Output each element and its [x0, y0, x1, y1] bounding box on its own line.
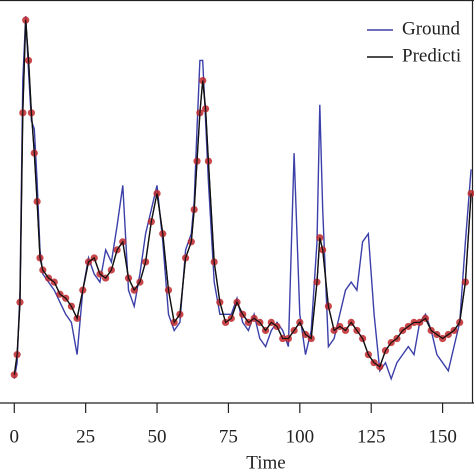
x-tick-label: 125	[357, 426, 386, 447]
x-axis-label: Time	[246, 452, 285, 473]
legend-label: Predicti	[402, 45, 461, 66]
prediction-line-overlay	[13, 20, 472, 375]
x-tick-label: 0	[10, 426, 20, 447]
x-tick-label: 150	[428, 426, 457, 447]
prediction-point	[22, 16, 30, 24]
legend-label: Ground	[402, 18, 461, 39]
x-tick-label: 75	[219, 426, 238, 447]
x-tick-label: 25	[76, 426, 95, 447]
x-tick-label: 50	[148, 426, 167, 447]
x-tick-label: 100	[286, 426, 315, 447]
series-line	[13, 16, 472, 381]
